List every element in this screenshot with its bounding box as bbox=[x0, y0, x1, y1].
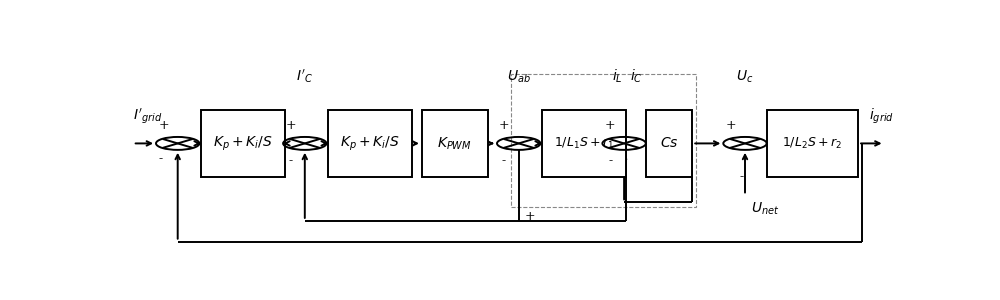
Text: -: - bbox=[740, 170, 744, 183]
Text: +: + bbox=[525, 210, 536, 223]
Text: +: + bbox=[158, 119, 169, 132]
Text: +: + bbox=[726, 119, 736, 132]
Text: $I'_C$: $I'_C$ bbox=[296, 67, 313, 85]
Text: $i_{grid}$: $i_{grid}$ bbox=[869, 107, 894, 126]
Text: $1/L_2S+r_2$: $1/L_2S+r_2$ bbox=[782, 136, 842, 151]
Text: $U_{net}$: $U_{net}$ bbox=[751, 201, 780, 217]
Text: -: - bbox=[502, 154, 506, 167]
Text: -: - bbox=[159, 152, 163, 165]
Text: $U_{ab}$: $U_{ab}$ bbox=[507, 68, 531, 85]
Text: +: + bbox=[286, 119, 296, 132]
Text: -: - bbox=[289, 154, 293, 167]
FancyBboxPatch shape bbox=[201, 110, 285, 177]
Text: $U_c$: $U_c$ bbox=[736, 68, 754, 85]
Text: $1/L_1S+r_1$: $1/L_1S+r_1$ bbox=[554, 136, 614, 151]
Text: $I'_{grid}$: $I'_{grid}$ bbox=[133, 106, 162, 126]
Text: $Cs$: $Cs$ bbox=[660, 136, 678, 150]
Text: $K_p+K_i/S$: $K_p+K_i/S$ bbox=[213, 134, 273, 153]
Text: +: + bbox=[499, 119, 509, 132]
Text: $i_L$: $i_L$ bbox=[612, 67, 622, 85]
Text: -: - bbox=[608, 154, 612, 167]
FancyBboxPatch shape bbox=[542, 110, 626, 177]
FancyBboxPatch shape bbox=[646, 110, 692, 177]
Text: $i_C$: $i_C$ bbox=[630, 67, 643, 85]
Text: $K_p+K_i/S$: $K_p+K_i/S$ bbox=[340, 134, 400, 153]
FancyBboxPatch shape bbox=[422, 110, 488, 177]
Text: $K_{PWM}$: $K_{PWM}$ bbox=[437, 135, 472, 152]
FancyBboxPatch shape bbox=[767, 110, 858, 177]
FancyBboxPatch shape bbox=[328, 110, 412, 177]
Text: +: + bbox=[605, 119, 615, 132]
